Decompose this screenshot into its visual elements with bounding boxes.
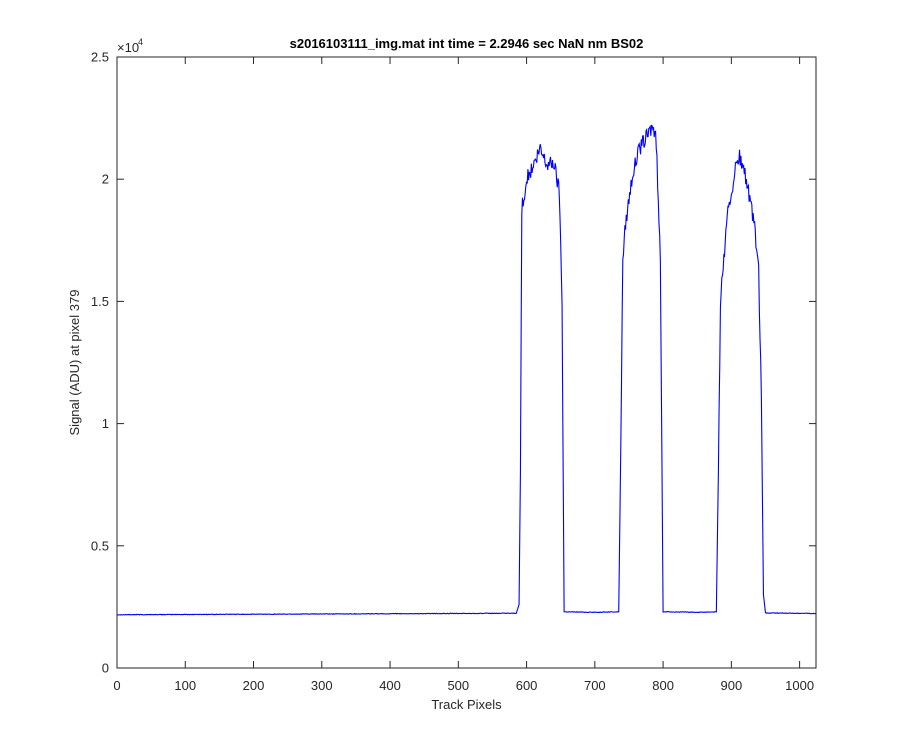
x-axis-label: Track Pixels [431,697,502,712]
x-tick-label: 0 [113,678,120,693]
y-tick-label: 0.5 [91,538,109,553]
series-line [116,124,817,616]
y-tick-label: 2 [102,172,109,187]
x-tick-label: 700 [584,678,606,693]
axes-box [116,56,817,669]
x-tick-label: 600 [516,678,538,693]
x-tick-label: 300 [311,678,333,693]
y-exponent-power: 4 [138,37,143,47]
x-tick-label: 500 [447,678,469,693]
y-tick-label: 0 [102,661,109,676]
x-tick-label: 900 [721,678,743,693]
x-tick-label: 400 [379,678,401,693]
y-tick-label: 2.5 [91,50,109,65]
series-layer [116,124,817,616]
y-exponent-base: ×10 [117,40,139,55]
y-axis-label: Signal (ADU) at pixel 379 [67,290,82,436]
y-axis-exponent: ×10 4 [117,37,143,55]
x-tick-label: 100 [174,678,196,693]
chart-title: s2016103111_img.mat int time = 2.2946 se… [290,36,644,51]
y-tick-label: 1.5 [91,294,109,309]
x-tick-label: 200 [243,678,265,693]
x-tick-label: 800 [652,678,674,693]
tick-labels: 0 100 200 300 400 500 600 700 800 900 1000 0 0.5 1 1.5… [91,50,814,694]
axes-background [117,57,816,668]
y-tick-label: 1 [102,416,109,431]
x-tick-label: 1000 [785,678,814,693]
